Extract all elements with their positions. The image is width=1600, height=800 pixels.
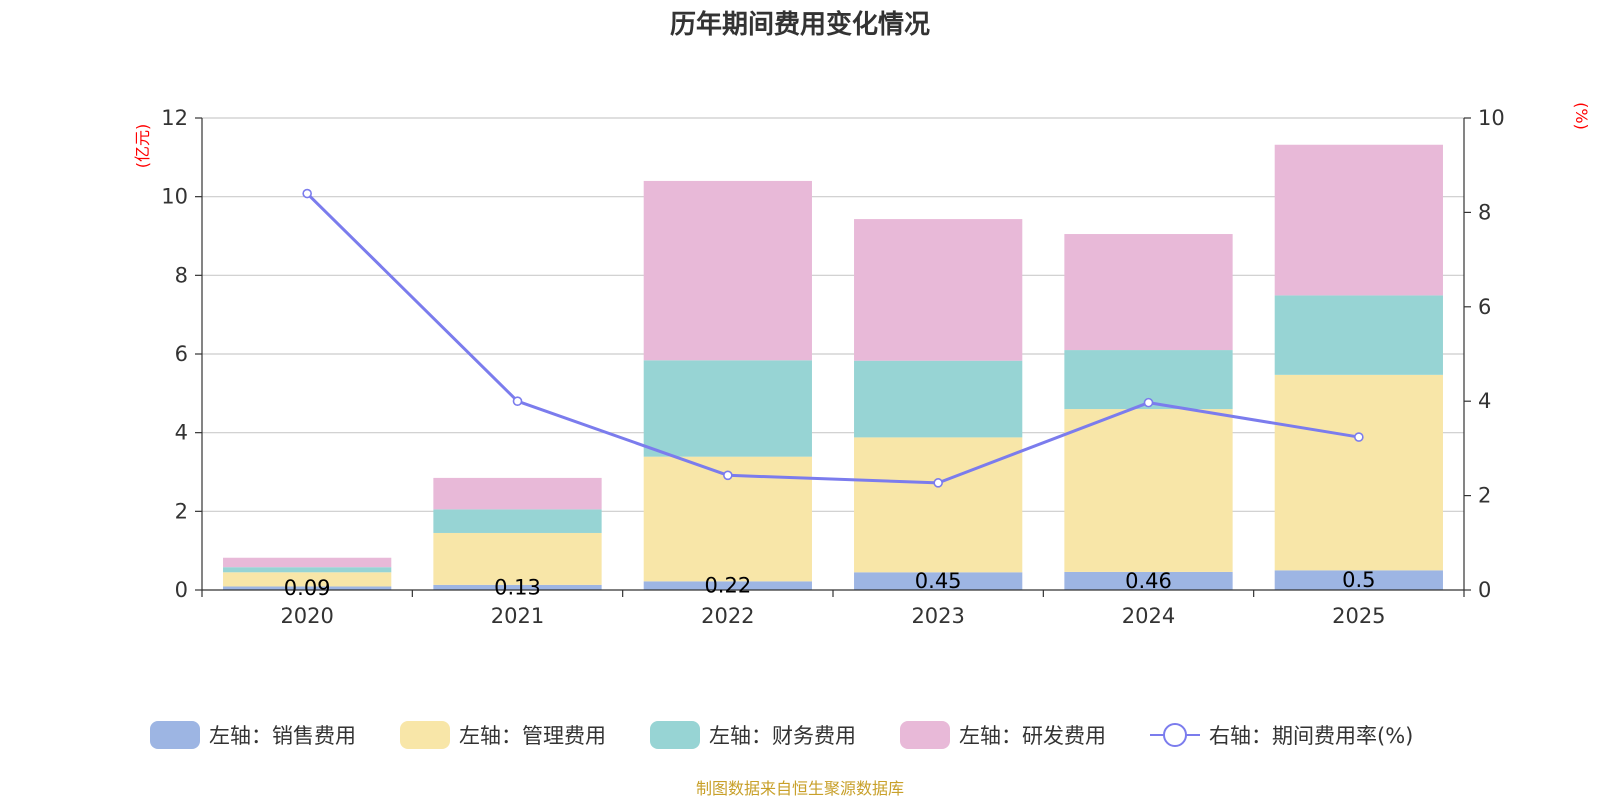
bar-s1-2023 xyxy=(854,437,1023,573)
bar-s2-2023 xyxy=(854,360,1023,438)
left-tick-label: 12 xyxy=(161,106,188,130)
bar-s3-2023 xyxy=(854,219,1023,361)
legend-label-1: 左轴：管理费用 xyxy=(459,724,606,748)
line-series xyxy=(302,188,1364,488)
bar-s1-2021 xyxy=(433,532,602,585)
line-point-2023 xyxy=(933,478,943,488)
line-point-2022 xyxy=(723,470,733,481)
bar-s2-2020 xyxy=(223,567,392,573)
legend-swatch-2 xyxy=(650,721,700,749)
bar-s3-2022 xyxy=(643,180,812,361)
line-point-2025 xyxy=(1354,432,1364,442)
bar-s0-2024 xyxy=(1064,571,1233,590)
bar-s2-2021 xyxy=(433,509,602,533)
left-tick-label: 6 xyxy=(175,342,188,366)
x-tick-label: 2020 xyxy=(280,604,333,628)
bar-s2-2025 xyxy=(1274,295,1443,375)
data-label-2020: 0.09 xyxy=(284,576,331,600)
chart-title: 历年期间费用变化情况 xyxy=(670,9,930,40)
legend-swatch-0 xyxy=(150,721,200,749)
legend-label-3: 左轴：研发费用 xyxy=(959,724,1106,748)
right-tick-label: 4 xyxy=(1478,389,1491,413)
bar-s3-2024 xyxy=(1064,234,1233,351)
right-tick-label: 8 xyxy=(1478,200,1491,224)
data-label-2023: 0.45 xyxy=(915,569,962,593)
bar-s0-2025 xyxy=(1274,570,1443,590)
data-label-2021: 0.13 xyxy=(494,575,541,599)
legend[interactable]: 左轴：销售费用 左轴：管理费用 左轴：财务费用 左轴：研发费用 右轴：期间费用率(%) xyxy=(150,721,1413,749)
legend-label-0: 左轴：销售费用 xyxy=(209,724,356,748)
bar-s2-2022 xyxy=(643,360,812,457)
left-axis-unit: (亿元) xyxy=(133,124,152,169)
grid-lines xyxy=(202,117,1464,512)
legend-label-4: 右轴：期间费用率(%) xyxy=(1209,724,1413,748)
bar-s1-2025 xyxy=(1274,374,1443,571)
right-axis-unit: (%) xyxy=(1572,102,1591,130)
x-tick-label: 2025 xyxy=(1332,604,1385,628)
right-tick-label: 10 xyxy=(1478,106,1505,130)
bar-s3-2020 xyxy=(223,557,392,568)
left-tick-label: 10 xyxy=(161,185,188,209)
x-tick-label: 2024 xyxy=(1122,604,1175,628)
legend-swatch-3 xyxy=(900,721,950,749)
data-label-2022: 0.22 xyxy=(704,574,751,598)
bar-s0-2021 xyxy=(433,584,602,590)
left-tick-label: 4 xyxy=(175,421,188,445)
bar-s3-2021 xyxy=(433,477,602,510)
bar-s3-2025 xyxy=(1274,144,1443,296)
bar-s1-2020 xyxy=(223,572,392,587)
right-tick-label: 6 xyxy=(1478,295,1491,319)
x-tick-label: 2023 xyxy=(911,604,964,628)
left-tick-label: 0 xyxy=(175,578,188,602)
data-label-2024: 0.46 xyxy=(1125,569,1172,593)
line-point-2021 xyxy=(512,396,523,407)
right-tick-label: 0 xyxy=(1478,578,1491,602)
right-tick-label: 2 xyxy=(1478,484,1491,508)
data-label-2025: 0.5 xyxy=(1342,568,1375,592)
left-tick-label: 2 xyxy=(175,499,188,523)
bar-s0-2020 xyxy=(223,586,392,590)
bar-series xyxy=(223,144,1443,590)
data-labels: 0.09 0.13 0.22 0.45 0.46 0.5 xyxy=(284,568,1376,600)
x-tick-label: 2021 xyxy=(491,604,544,628)
line-path xyxy=(306,192,1360,485)
bar-s0-2023 xyxy=(854,572,1023,590)
line-point-2020 xyxy=(302,188,312,199)
x-tick-label: 2022 xyxy=(701,604,754,628)
legend-swatch-1 xyxy=(400,721,450,749)
legend-marker-4 xyxy=(1163,723,1187,747)
line-point-2024 xyxy=(1143,397,1154,408)
source-note: 制图数据来自恒生聚源数据库 xyxy=(696,779,904,798)
legend-label-2: 左轴：财务费用 xyxy=(709,724,856,748)
axes: 0 2 4 6 8 10 12 0 2 4 6 8 10 2020 2021 2022 2023 2024 2025… xyxy=(133,102,1591,628)
bar-s0-2022 xyxy=(643,581,812,590)
bar-s1-2024 xyxy=(1064,409,1233,572)
left-tick-label: 8 xyxy=(175,263,188,287)
